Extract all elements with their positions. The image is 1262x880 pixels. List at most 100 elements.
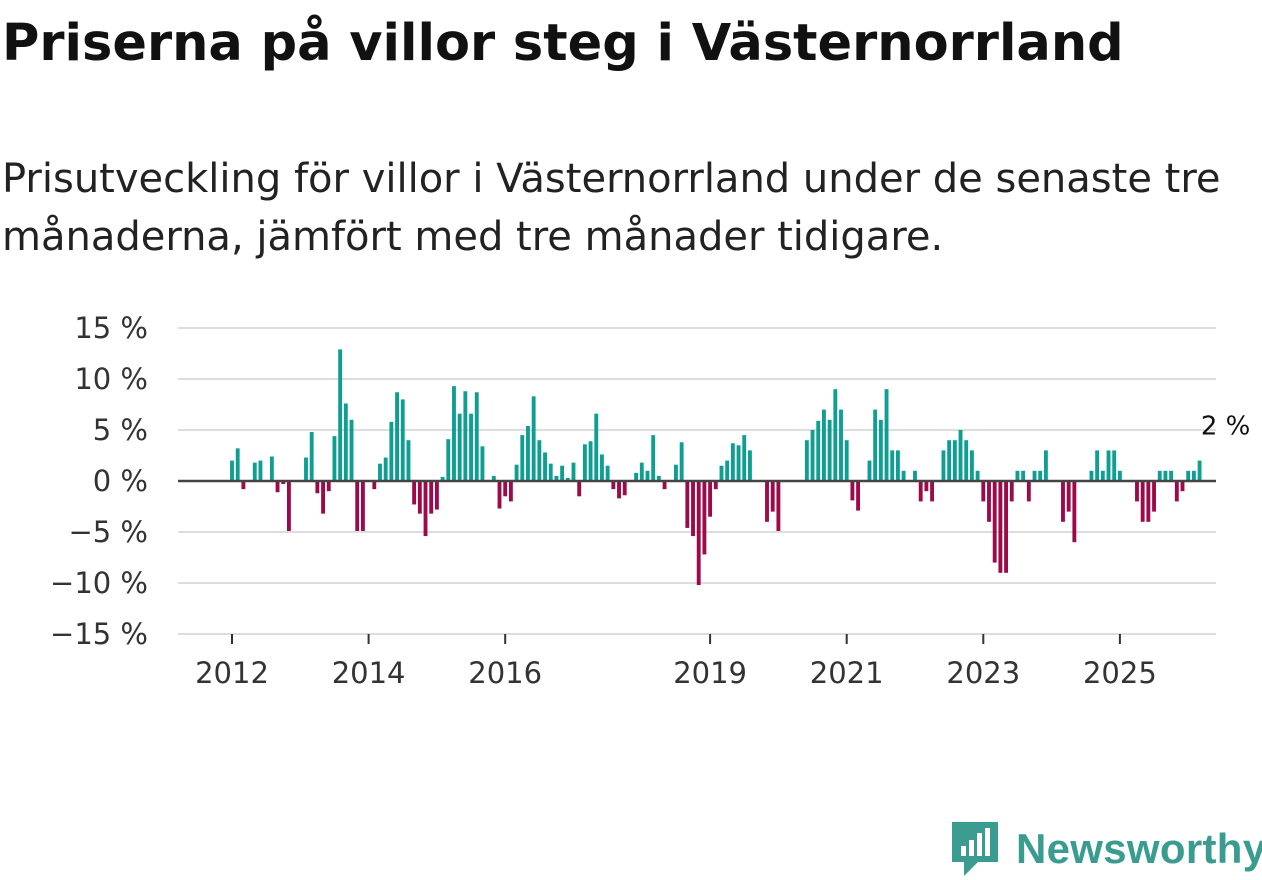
bar xyxy=(833,389,838,481)
bar xyxy=(491,475,496,481)
bar xyxy=(582,444,587,481)
bar xyxy=(554,475,559,481)
bar xyxy=(378,463,382,481)
bar xyxy=(958,430,963,481)
bar xyxy=(839,409,843,481)
bar xyxy=(412,481,417,505)
bar xyxy=(987,481,991,522)
bar xyxy=(338,349,343,481)
bar xyxy=(1152,481,1156,512)
y-tick-label: 0 % xyxy=(93,464,148,498)
bar xyxy=(1169,470,1174,481)
brand-name: Newsworthy xyxy=(1016,825,1262,872)
bar xyxy=(531,396,536,481)
bar xyxy=(975,470,980,481)
y-tick-label: 15 % xyxy=(74,311,148,345)
bar xyxy=(503,481,508,497)
bar xyxy=(611,481,616,490)
chart-title: Priserna på villor steg i Västernorrland xyxy=(2,14,1124,73)
bar xyxy=(651,435,656,481)
bar xyxy=(1072,481,1077,543)
bar xyxy=(526,425,530,481)
bar xyxy=(372,481,377,490)
bar xyxy=(1186,470,1191,481)
x-tick-label: 2016 xyxy=(468,656,542,690)
bar xyxy=(856,481,861,511)
bar xyxy=(1043,450,1048,481)
bar xyxy=(645,470,650,481)
bar xyxy=(736,445,741,481)
bar xyxy=(543,452,547,481)
bar xyxy=(708,481,713,517)
bar xyxy=(662,481,667,490)
newsworthy-logo-icon xyxy=(952,822,998,876)
bar xyxy=(514,464,519,481)
bar xyxy=(230,460,234,481)
bar xyxy=(941,450,946,481)
bar xyxy=(286,481,291,531)
x-tick-label: 2025 xyxy=(1083,656,1157,690)
bar xyxy=(1066,481,1071,512)
bar xyxy=(463,391,468,481)
bar xyxy=(594,413,599,481)
bar xyxy=(850,481,855,501)
bar xyxy=(1140,481,1145,522)
bar xyxy=(548,463,553,481)
bar xyxy=(457,413,462,481)
bar xyxy=(605,465,610,481)
bar xyxy=(269,456,274,481)
bar xyxy=(992,481,997,563)
bar xyxy=(1032,470,1037,481)
bar xyxy=(434,481,439,510)
bar xyxy=(1089,470,1094,481)
bar xyxy=(1009,481,1014,502)
y-tick-label: −10 % xyxy=(50,566,148,600)
bar xyxy=(1117,470,1122,481)
bar xyxy=(725,460,730,481)
bar xyxy=(816,420,821,481)
bar xyxy=(235,448,240,481)
bar xyxy=(1100,470,1105,481)
bar xyxy=(924,481,929,492)
bar xyxy=(1163,470,1168,481)
bar xyxy=(1095,450,1100,481)
bar xyxy=(1004,481,1008,573)
bar xyxy=(326,481,331,492)
bar xyxy=(304,457,308,481)
bar xyxy=(497,481,502,509)
bar xyxy=(930,481,935,502)
bar xyxy=(873,409,878,481)
bar xyxy=(343,403,348,481)
bar xyxy=(332,436,337,481)
bar xyxy=(252,462,257,481)
bar xyxy=(1021,470,1026,481)
bar xyxy=(355,481,360,531)
bar xyxy=(560,465,565,481)
bar xyxy=(679,442,684,481)
bar xyxy=(822,409,826,481)
bar xyxy=(275,481,280,493)
bar xyxy=(696,481,701,586)
bar xyxy=(520,435,525,481)
bar xyxy=(804,440,809,481)
bar xyxy=(389,421,394,481)
bar xyxy=(952,440,957,481)
bar xyxy=(685,481,690,528)
bar xyxy=(1112,450,1117,481)
bar xyxy=(913,470,917,481)
bar xyxy=(719,465,724,481)
x-tick-label: 2021 xyxy=(810,656,884,690)
bar xyxy=(281,481,286,485)
bar xyxy=(981,481,986,502)
bar xyxy=(406,440,411,481)
bar xyxy=(1197,460,1202,481)
bar xyxy=(730,443,735,481)
bar xyxy=(571,462,576,481)
bar xyxy=(674,464,678,481)
bar xyxy=(656,475,661,481)
bar xyxy=(702,481,707,555)
bar xyxy=(742,435,747,481)
bar xyxy=(309,432,314,481)
bar xyxy=(1180,481,1185,492)
bar xyxy=(508,481,513,502)
